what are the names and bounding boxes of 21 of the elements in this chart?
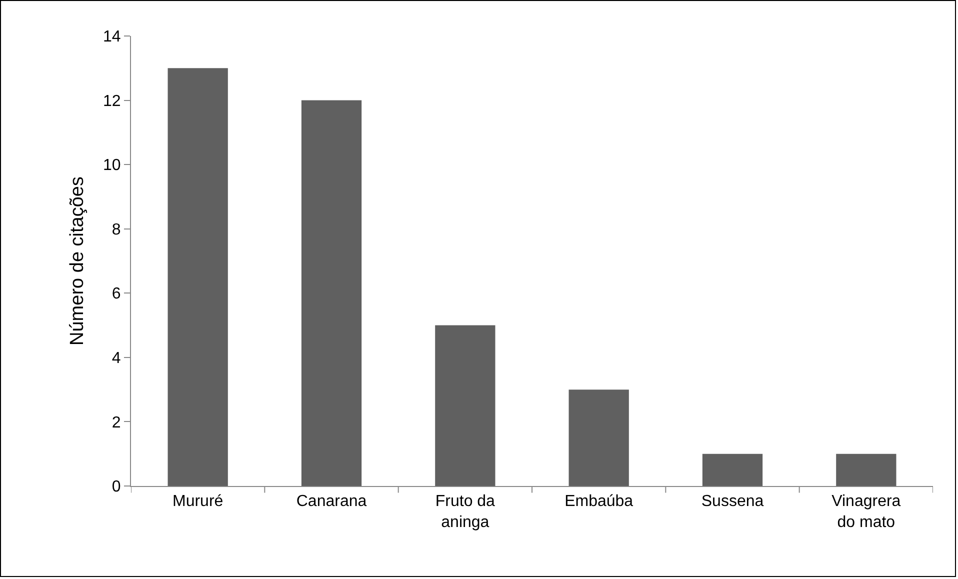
y-tick-label: 8 (112, 221, 121, 238)
bar (301, 100, 362, 486)
y-tick-label: 6 (112, 286, 121, 303)
x-tick-label: Fruto da aninga (435, 493, 496, 531)
y-tick-label: 2 (112, 414, 121, 432)
bar (836, 454, 896, 486)
bar (435, 325, 496, 486)
y-tick-label: 0 (112, 478, 121, 496)
y-tick-label: 10 (103, 157, 121, 174)
x-tick-label: Mururé (172, 493, 224, 510)
y-tick-label: 4 (112, 350, 121, 368)
x-tick-label: Canarana (296, 493, 367, 510)
x-tick-label: Embaúba (564, 493, 634, 510)
bar (168, 68, 228, 486)
y-tick-label: 12 (103, 92, 121, 110)
y-axis-title: Número de citações (66, 176, 88, 346)
x-tick-label: Sussena (701, 493, 764, 510)
y-tick-label: 14 (103, 28, 121, 46)
bar (568, 390, 629, 486)
x-tick-label: Vinagrera do mato (832, 493, 901, 531)
bar (702, 454, 763, 486)
